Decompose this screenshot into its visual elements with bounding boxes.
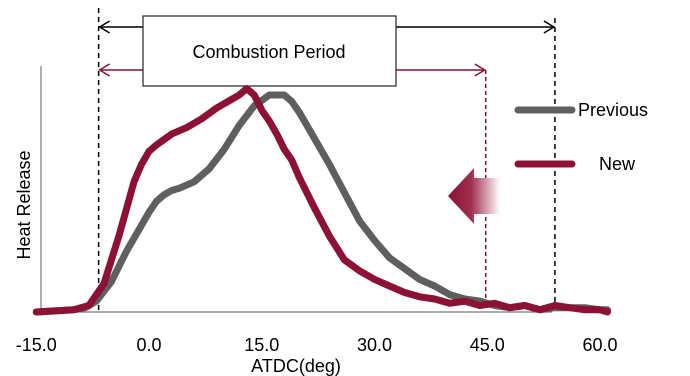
- combustion-period-label: Combustion Period: [192, 42, 345, 62]
- series-group: [32, 85, 611, 316]
- x-tick-label: 30.0: [357, 335, 392, 355]
- combustion-period-box: [142, 15, 397, 87]
- y-axis-label: Heat Release: [14, 150, 34, 259]
- x-tick-label: 0.0: [136, 335, 161, 355]
- legend-label-new: New: [599, 154, 636, 174]
- legend: Previous New: [514, 100, 648, 174]
- x-tick-labels: -15.0 0.0 15.0 30.0 45.0 60.0: [16, 335, 618, 355]
- series-line-new: [32, 85, 611, 316]
- x-tick-label: 60.0: [582, 335, 617, 355]
- series-line-previous: [32, 91, 611, 316]
- x-tick-label: -15.0: [16, 335, 57, 355]
- x-tick-label: 45.0: [470, 335, 505, 355]
- x-axis-label: ATDC(deg): [251, 356, 341, 376]
- x-tick-label: 15.0: [244, 335, 279, 355]
- shift-left-arrow-icon: [448, 168, 500, 224]
- legend-label-previous: Previous: [578, 100, 648, 120]
